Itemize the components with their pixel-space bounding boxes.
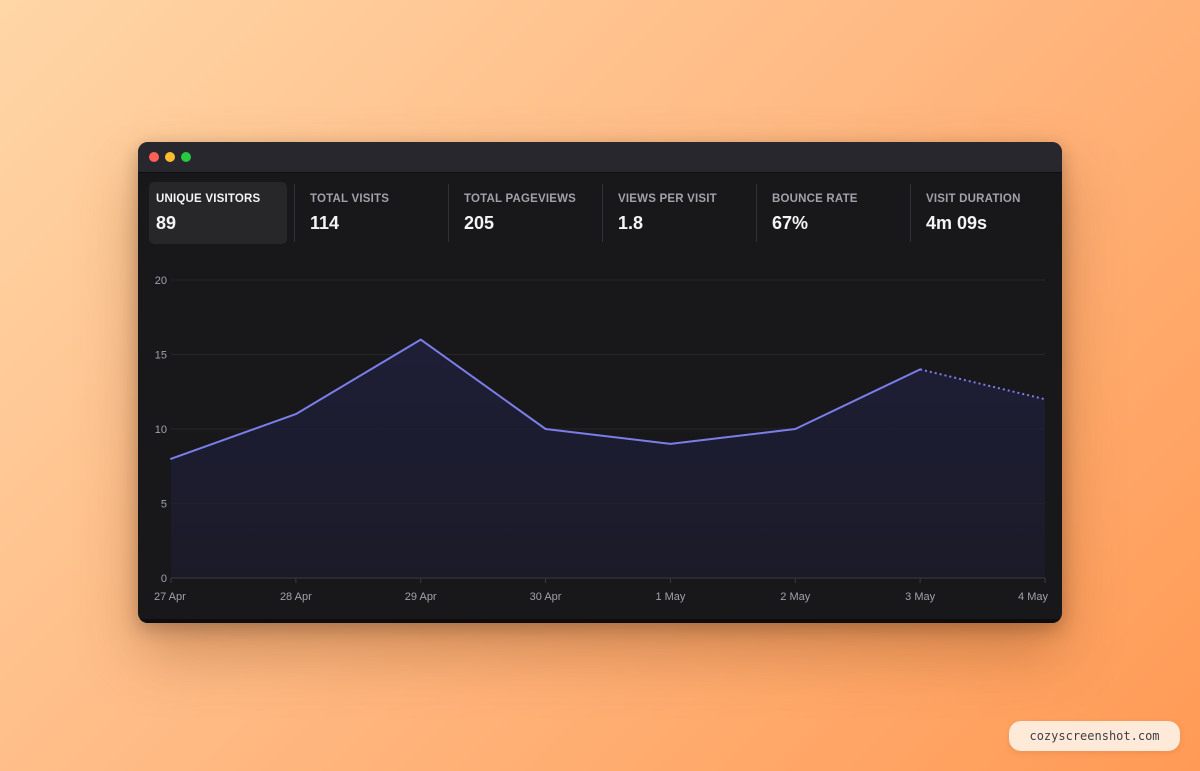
y-tick-label: 5 [161,499,167,511]
stat-label: VIEWS PER VISIT [618,193,717,205]
stat-divider [448,184,449,242]
area-fill [171,339,1045,578]
watermark-badge: cozyscreenshot.com [1009,721,1180,751]
y-tick-label: 0 [161,573,167,585]
x-tick-label: 1 May [655,591,685,603]
visitors-chart: 0 5 10 15 20 27 Apr 28 Apr 29 Apr 30 Apr 1 May 2 M… [154,275,1048,603]
data-point [420,339,422,341]
close-window-button[interactable] [149,152,159,162]
stat-value: 114 [310,213,340,233]
stat-bounce-rate[interactable]: BOUNCE RATE 67% [756,182,910,244]
data-point [794,428,796,430]
series-line-dashed [919,368,1046,401]
stat-label: VISIT DURATION [926,193,1021,205]
y-tick-label: 10 [155,424,167,436]
window-bottom-edge [138,619,1062,623]
series-line [170,338,922,460]
stat-value: 67% [772,213,809,233]
stat-total-pageviews[interactable]: TOTAL PAGEVIEWS 205 [448,182,602,244]
x-tick-label: 28 Apr [280,591,312,603]
data-point [919,368,921,370]
x-tick-label: 3 May [905,591,935,603]
stat-label: TOTAL VISITS [310,193,390,205]
data-point [545,428,547,430]
x-tick-label: 27 Apr [154,591,186,603]
app-window: UNIQUE VISITORS 89 TOTAL VISITS 114 TOTA… [138,142,1062,623]
data-point [1044,398,1046,400]
stat-label: UNIQUE VISITORS [156,193,261,205]
stat-unique-visitors[interactable]: UNIQUE VISITORS 89 [149,182,287,244]
stat-total-visits[interactable]: TOTAL VISITS 114 [294,182,448,244]
stat-views-per-visit[interactable]: VIEWS PER VISIT 1.8 [602,182,756,244]
stats-bar: UNIQUE VISITORS 89 TOTAL VISITS 114 TOTA… [138,182,1062,244]
x-tick-label: 30 Apr [530,591,562,603]
data-point [295,413,297,415]
stat-value: 205 [464,213,495,233]
stat-divider [294,184,295,242]
x-tick-label: 29 Apr [405,591,437,603]
x-tick-label: 2 May [780,591,810,603]
stat-label: TOTAL PAGEVIEWS [464,193,577,205]
stat-divider [910,184,911,242]
data-point [669,443,671,445]
stat-divider [756,184,757,242]
title-bar [138,142,1062,173]
stat-value: 89 [156,213,177,233]
stat-visit-duration[interactable]: VISIT DURATION 4m 09s [910,182,1062,244]
zoom-window-button[interactable] [181,152,191,162]
y-tick-label: 15 [155,350,167,362]
stat-value: 4m 09s [926,213,988,233]
minimize-window-button[interactable] [165,152,175,162]
x-tick-label: 4 May [1018,591,1048,603]
stat-label: BOUNCE RATE [772,193,858,205]
stat-divider [602,184,603,242]
stat-value: 1.8 [618,213,644,233]
y-tick-label: 20 [155,275,167,287]
data-point [170,458,172,460]
